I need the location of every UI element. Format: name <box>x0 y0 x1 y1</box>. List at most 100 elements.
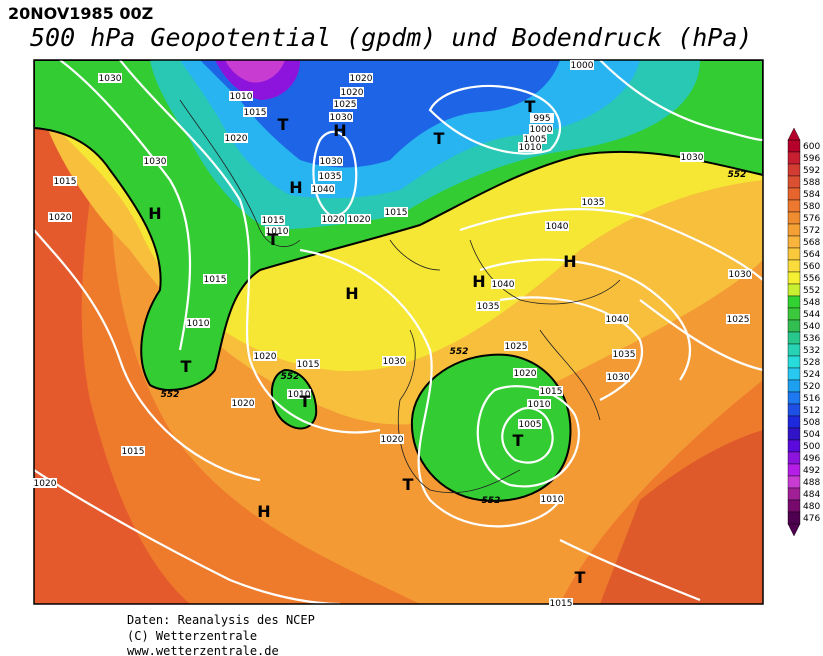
pressure-center: T <box>300 392 311 411</box>
isobar-label-bg <box>726 314 750 324</box>
isobar-label-bg <box>540 494 564 504</box>
pressure-center: H <box>333 121 346 140</box>
colorbar-label: 476 <box>803 514 820 524</box>
isobar-label: 1040 <box>312 185 335 195</box>
isobar-label-bg <box>229 91 253 101</box>
isobar-label-bg <box>98 73 122 83</box>
isobar-label: 1010 <box>288 390 311 400</box>
isobar-label-bg <box>349 73 373 83</box>
isobar-label: 1035 <box>582 198 605 208</box>
isobar-label-bg <box>518 419 542 429</box>
isobar-label: 1015 <box>54 177 77 187</box>
isobar-label: 1035 <box>477 302 500 312</box>
isobar-label: 1020 <box>254 352 277 362</box>
isobar-label-bg <box>545 221 569 231</box>
colorbar-label: 548 <box>803 298 820 308</box>
isobar-label: 1015 <box>550 599 573 609</box>
colorbar-cell <box>787 331 801 345</box>
footer-line: (C) Wetterzentrale <box>127 629 257 643</box>
isobar-label-bg <box>380 434 404 444</box>
contour-label: 552 <box>161 390 180 400</box>
isobar-label-bg <box>253 351 277 361</box>
colorbar-cell <box>787 415 801 429</box>
colorbar-label: 540 <box>803 322 820 332</box>
isobar-label: 1025 <box>334 100 357 110</box>
isobar-label-bg <box>33 478 57 488</box>
isobar-label: 1020 <box>49 213 72 223</box>
isobar-label-bg <box>329 112 353 122</box>
contour-label: 552 <box>482 496 501 506</box>
isobar-label-bg <box>311 184 335 194</box>
map-frame <box>33 59 764 605</box>
colorbar-cell <box>787 295 801 309</box>
colorbar-label: 480 <box>803 502 820 512</box>
isobar-label-bg <box>287 389 311 399</box>
isobar-label-bg <box>539 386 563 396</box>
footer-line: www.wetterzentrale.de <box>127 644 279 656</box>
colorbar-label: 556 <box>803 274 820 284</box>
colorbar-label: 588 <box>803 178 820 188</box>
colorbar-label: 512 <box>803 406 820 416</box>
colorbar-cell <box>787 379 801 393</box>
isobar-label-bg <box>224 133 248 143</box>
colorbar-cell <box>787 283 801 297</box>
colorbar-cell <box>787 175 801 189</box>
isobar-label: 1005 <box>519 420 542 430</box>
colorbar-cell <box>787 499 801 513</box>
colorbar-cell <box>787 403 801 417</box>
colorbar-cell <box>787 511 801 525</box>
colorbar-label: 516 <box>803 394 820 404</box>
isobar-label-bg <box>203 274 227 284</box>
colorbar-label: 532 <box>803 346 820 356</box>
isobar-label: 1000 <box>571 61 594 71</box>
colorbar-cell <box>787 187 801 201</box>
footer-line: Daten: Reanalysis des NCEP <box>127 613 315 627</box>
isobar-label-bg <box>340 87 364 97</box>
pressure-center: H <box>472 272 485 291</box>
pressure-center: T <box>278 115 289 134</box>
pressure-center: T <box>513 431 524 450</box>
isobar-label-bg <box>261 215 285 225</box>
isobar-label-bg <box>384 207 408 217</box>
isobar-label: 1010 <box>266 227 289 237</box>
isobar-label: 1035 <box>613 350 636 360</box>
isobar-label-bg <box>48 212 72 222</box>
colorbar-label: 572 <box>803 226 820 236</box>
pressure-center: H <box>289 178 302 197</box>
pressure-center: T <box>525 97 536 116</box>
isobar-label: 1015 <box>297 360 320 370</box>
colorbar-cell <box>787 391 801 405</box>
pressure-center: H <box>563 252 576 271</box>
isobar-label: 1030 <box>383 357 406 367</box>
isobar-label-bg <box>121 446 145 456</box>
isobar-label: 1020 <box>34 479 57 489</box>
isobar-label: 1040 <box>546 222 569 232</box>
isobar-label: 995 <box>533 114 550 124</box>
colorbar-label: 580 <box>803 202 820 212</box>
colorbar-label: 564 <box>803 250 820 260</box>
isobar-label-bg <box>530 113 554 123</box>
colorbar-label: 592 <box>803 166 820 176</box>
colorbar-label: 596 <box>803 154 820 164</box>
colorbar-label: 560 <box>803 262 820 272</box>
colorbar-cell <box>787 343 801 357</box>
isobar-label: 1015 <box>385 208 408 218</box>
colorbar-cell <box>787 439 801 453</box>
colorbar-label: 600 <box>803 142 820 152</box>
isobar-label-bg <box>333 99 357 109</box>
isobar-label: 1030 <box>320 157 343 167</box>
isobar-label: 1030 <box>729 270 752 280</box>
isobar-label: 1020 <box>350 74 373 84</box>
colorbar-label: 500 <box>803 442 820 452</box>
isobar-label-bg <box>680 152 704 162</box>
isobar-label: 1030 <box>681 153 704 163</box>
colorbar-label: 492 <box>803 466 820 476</box>
isobar-label-bg <box>612 349 636 359</box>
colorbar-cell <box>787 223 801 237</box>
isobar-label-bg <box>243 107 267 117</box>
isobar-label: 1010 <box>528 400 551 410</box>
colorbar-cell <box>787 451 801 465</box>
isobar-label: 1040 <box>492 280 515 290</box>
contour-label: 552 <box>728 170 747 180</box>
colorbar-cell <box>787 463 801 477</box>
